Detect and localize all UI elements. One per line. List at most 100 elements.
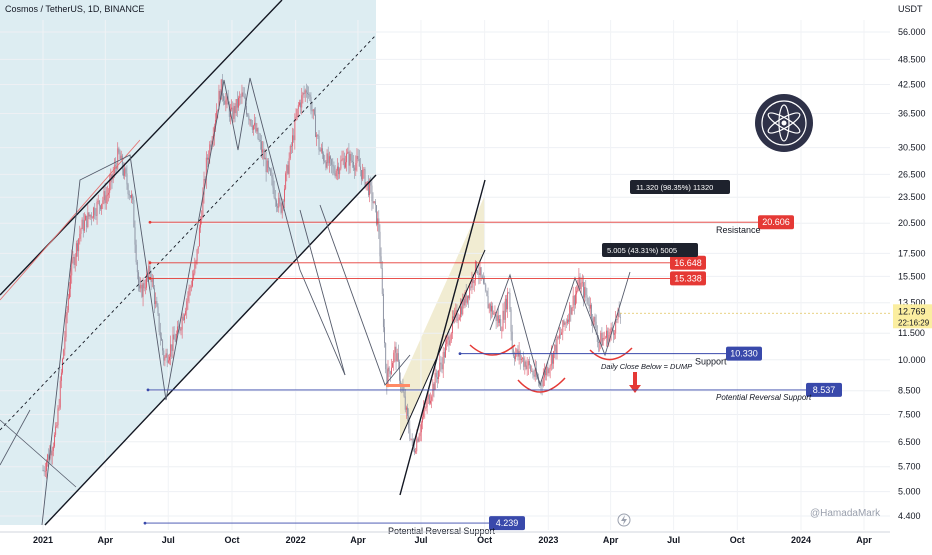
candle-body bbox=[575, 294, 576, 306]
candle-body bbox=[308, 94, 310, 95]
candle-body bbox=[595, 321, 597, 333]
candle-body bbox=[198, 227, 200, 247]
candle-body bbox=[236, 99, 238, 108]
candle-body bbox=[126, 173, 128, 185]
candle-body bbox=[135, 244, 137, 263]
candle-body bbox=[294, 119, 296, 141]
candle-body bbox=[170, 344, 172, 357]
candle-body bbox=[373, 201, 375, 204]
candle-body bbox=[520, 358, 522, 360]
candle-body bbox=[424, 408, 426, 410]
candle-body bbox=[64, 337, 66, 350]
level-price-tag[interactable] bbox=[670, 255, 706, 270]
candle-body bbox=[124, 168, 126, 176]
y-tick-label: 4.400 bbox=[898, 511, 921, 521]
candle-body bbox=[588, 304, 590, 309]
candle-body bbox=[437, 377, 438, 380]
candle-body bbox=[287, 165, 289, 174]
candle-body bbox=[407, 407, 408, 416]
candle-body bbox=[587, 297, 589, 305]
candle-body bbox=[558, 334, 560, 339]
y-axis[interactable]: 56.000 48.500 42.500 36.500 30.500 26.500 23.5… bbox=[893, 27, 932, 521]
x-axis[interactable]: 2021 Apr Jul Oct 2022 Apr Jul Oct 2023 Apr Jul Oct 2… bbox=[0, 531, 890, 545]
candle-body bbox=[494, 312, 496, 314]
candle-body bbox=[560, 334, 561, 336]
candle-body bbox=[617, 309, 619, 320]
x-tick-label: 2021 bbox=[33, 535, 53, 545]
candle-body bbox=[250, 119, 252, 126]
candle-body bbox=[615, 319, 617, 334]
level-price-tag[interactable] bbox=[758, 215, 794, 230]
candle-body bbox=[256, 127, 258, 132]
candle-body bbox=[242, 92, 244, 97]
y-tick-label: 5.000 bbox=[898, 487, 921, 497]
candle-body bbox=[281, 201, 283, 213]
candle-body bbox=[330, 156, 331, 160]
level-price-tag[interactable] bbox=[806, 382, 842, 397]
candle-body bbox=[342, 158, 344, 160]
candle-body bbox=[549, 365, 551, 370]
candle-body bbox=[286, 165, 288, 174]
candle-body bbox=[389, 371, 391, 374]
candle-body bbox=[219, 90, 221, 100]
candle-body bbox=[226, 96, 228, 100]
current-price-tag[interactable] bbox=[893, 304, 932, 329]
candle-body bbox=[435, 372, 437, 378]
level-price-tag[interactable] bbox=[489, 516, 525, 531]
candle-body bbox=[54, 434, 55, 447]
candle-body bbox=[378, 218, 380, 232]
candle-body bbox=[461, 306, 463, 315]
candle-body bbox=[384, 327, 385, 344]
lightning-icon[interactable] bbox=[617, 513, 631, 527]
candle-body bbox=[332, 164, 334, 167]
candle-body bbox=[156, 300, 158, 307]
candle-body bbox=[434, 372, 436, 390]
candle-body bbox=[207, 157, 208, 160]
level-price-tag[interactable] bbox=[726, 346, 762, 361]
level-price-tag[interactable] bbox=[670, 271, 706, 286]
candle-body bbox=[105, 195, 107, 204]
measure-label-2: 5.005 (43.31%) 5005 bbox=[607, 246, 677, 255]
candle-body bbox=[296, 108, 298, 117]
candle-body bbox=[464, 292, 466, 306]
candle-body bbox=[616, 319, 618, 320]
candle-body bbox=[234, 106, 236, 114]
candle-body bbox=[547, 366, 549, 374]
candle-body bbox=[550, 354, 552, 366]
candle-body bbox=[402, 385, 404, 392]
candle-body bbox=[483, 278, 484, 284]
candle-body bbox=[583, 282, 584, 298]
y-tick-label: 5.700 bbox=[898, 462, 921, 472]
candle-body bbox=[69, 288, 70, 298]
candle-body bbox=[171, 344, 173, 351]
candle-body bbox=[325, 162, 327, 168]
candle-body bbox=[178, 326, 180, 328]
candle-body bbox=[418, 436, 420, 442]
level-price-label: 15.338 bbox=[674, 273, 702, 283]
candle-body bbox=[326, 153, 328, 168]
candle-body bbox=[316, 134, 318, 137]
candle-body bbox=[220, 79, 222, 100]
candle-body bbox=[503, 310, 505, 320]
x-tick-label: 2023 bbox=[538, 535, 558, 545]
candle-body bbox=[46, 461, 47, 472]
candle-body bbox=[585, 287, 587, 296]
candle-body bbox=[282, 201, 284, 203]
candle-body bbox=[305, 90, 307, 93]
candle-body bbox=[192, 278, 193, 287]
candle-body bbox=[479, 267, 481, 276]
candle-body bbox=[370, 181, 372, 186]
candle-body bbox=[138, 272, 139, 286]
candle-body bbox=[44, 471, 46, 472]
candle-body bbox=[313, 109, 315, 115]
candle-body bbox=[399, 361, 400, 381]
candle-body bbox=[102, 200, 104, 204]
candle-body bbox=[197, 246, 199, 250]
candle-body bbox=[509, 293, 511, 310]
candle-body bbox=[276, 200, 277, 207]
candle-body bbox=[233, 106, 235, 119]
candle-body bbox=[146, 274, 147, 288]
candle-body bbox=[419, 432, 421, 437]
